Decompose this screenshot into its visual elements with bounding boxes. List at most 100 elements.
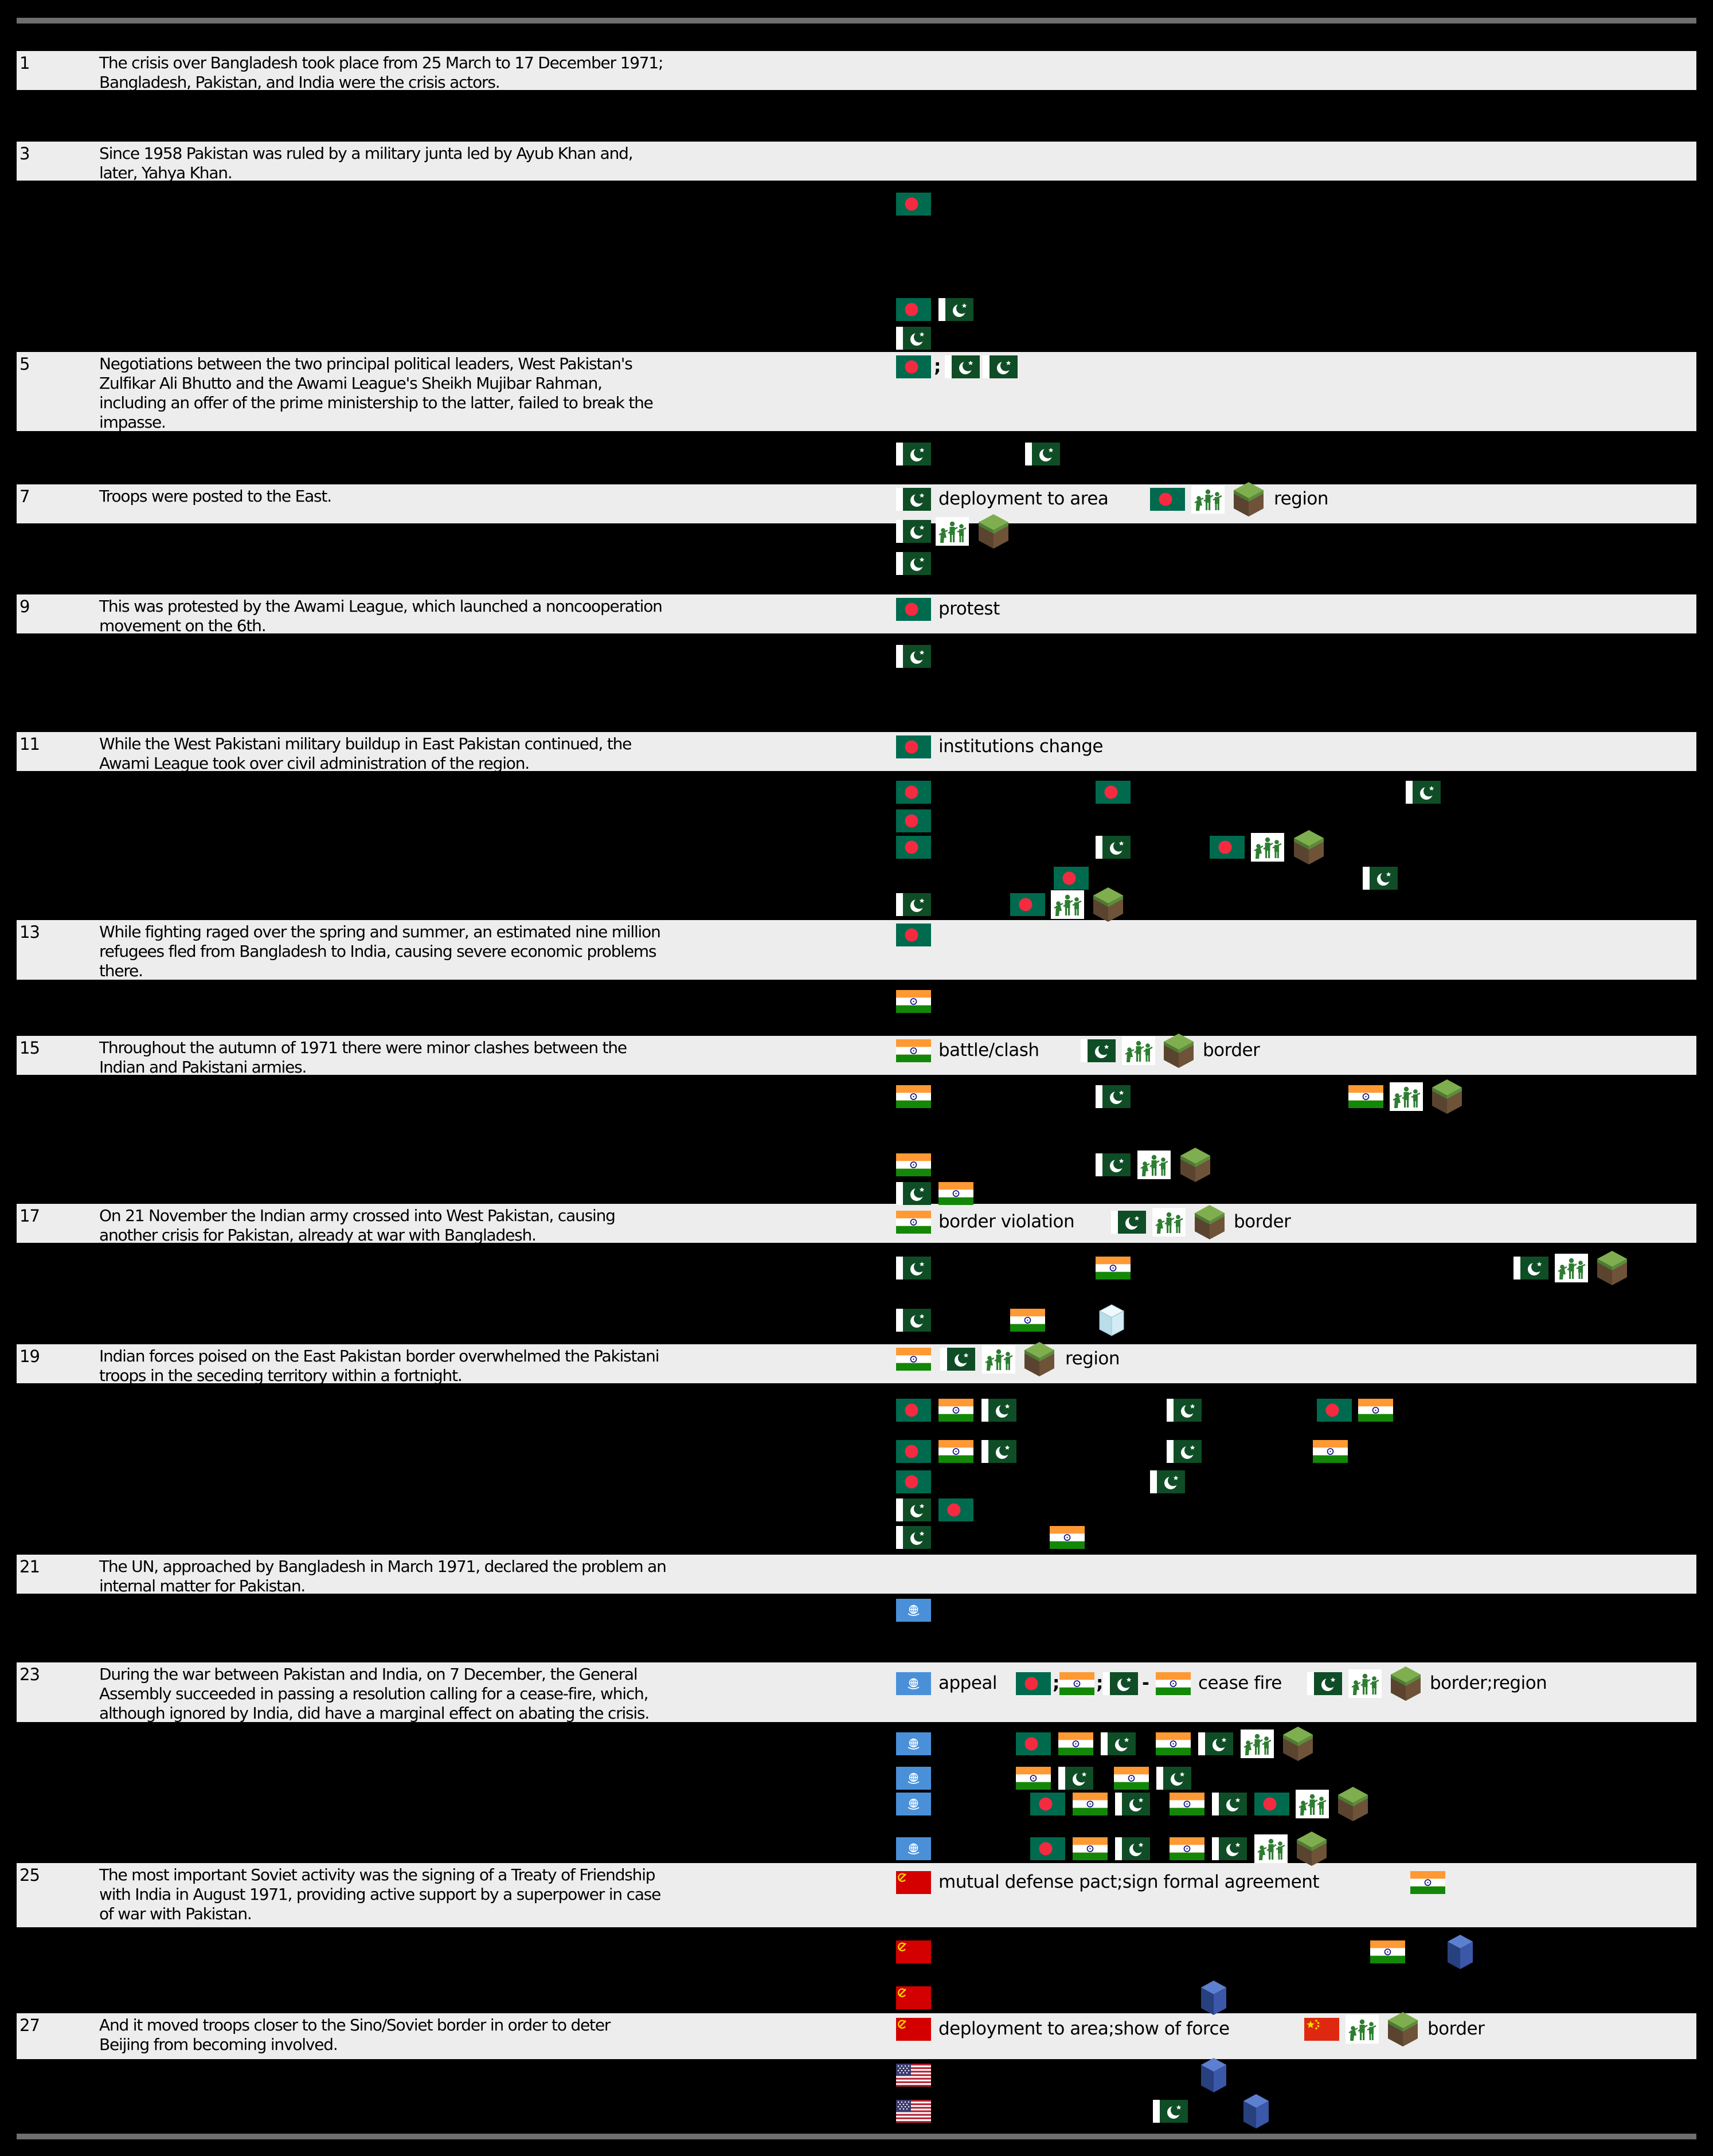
flag-india-icon[interactable] — [1010, 1309, 1045, 1332]
flag-pakistan-icon[interactable] — [1363, 867, 1398, 890]
terrain-block-icon[interactable] — [1179, 1147, 1211, 1183]
sentence-row-11[interactable]: 11 While the West Pakistani military buil… — [17, 732, 1696, 773]
terrain-block-icon[interactable] — [1233, 482, 1265, 517]
flag-india-icon[interactable] — [1114, 1767, 1149, 1790]
flag-india-icon[interactable] — [1016, 1767, 1051, 1790]
flag-pakistan-icon[interactable] — [1111, 1211, 1146, 1234]
flag-pakistan-icon[interactable] — [945, 355, 980, 378]
ice-block-icon[interactable] — [1098, 1304, 1125, 1336]
flag-pakistan-icon[interactable] — [896, 327, 931, 350]
flag-bangladesh-icon[interactable] — [896, 809, 931, 832]
sentence-row-1[interactable]: 1 The crisis over Bangladesh took place f… — [17, 51, 1696, 92]
flag-pakistan-icon[interactable] — [940, 1348, 975, 1371]
flag-pakistan-icon[interactable] — [1153, 2100, 1188, 2123]
flag-india-icon[interactable] — [1073, 1793, 1108, 1815]
flag-india-icon[interactable] — [1370, 1940, 1405, 1963]
flag-india-icon[interactable] — [1096, 1257, 1131, 1279]
flag-india-icon[interactable] — [938, 1440, 973, 1463]
terrain-block-icon[interactable] — [1387, 2012, 1419, 2047]
soldiers-icon[interactable] — [936, 517, 969, 546]
sentence-row-13[interactable]: 13 While fighting raged over the spring a… — [17, 920, 1696, 980]
soldiers-icon[interactable] — [1241, 1730, 1274, 1758]
flag-pakistan-icon[interactable] — [1212, 1837, 1247, 1860]
flag-un-icon[interactable] — [896, 1599, 931, 1622]
flag-ussr-icon[interactable] — [896, 2018, 931, 2041]
flag-bangladesh-icon[interactable] — [1010, 893, 1045, 916]
terrain-block-icon[interactable] — [1337, 1786, 1369, 1822]
flag-india-icon[interactable] — [1156, 1732, 1191, 1755]
flag-pakistan-icon[interactable] — [896, 552, 931, 575]
flag-pakistan-icon[interactable] — [1096, 836, 1131, 859]
sentence-row-19[interactable]: 19 Indian forces poised on the East Pakis… — [17, 1344, 1696, 1385]
flag-bangladesh-icon[interactable] — [896, 193, 931, 216]
blue-block-icon[interactable] — [1200, 1980, 1227, 2016]
flag-india-icon[interactable] — [1050, 1526, 1085, 1549]
flag-pakistan-icon[interactable] — [983, 355, 1018, 378]
flag-india-icon[interactable] — [896, 1153, 931, 1176]
flag-pakistan-icon[interactable] — [1058, 1767, 1093, 1790]
flag-india-icon[interactable] — [896, 990, 931, 1013]
flag-bangladesh-icon[interactable] — [896, 781, 931, 804]
flag-pakistan-icon[interactable] — [1307, 1672, 1342, 1695]
flag-pakistan-icon[interactable] — [896, 645, 931, 668]
flag-bangladesh-icon[interactable] — [1150, 488, 1185, 511]
flag-pakistan-icon[interactable] — [981, 1440, 1016, 1463]
terrain-block-icon[interactable] — [1023, 1341, 1055, 1377]
sentence-row-3[interactable]: 3 Since 1958 Pakistan was ruled by a mili… — [17, 142, 1696, 182]
flag-bangladesh-icon[interactable] — [1016, 1732, 1051, 1755]
flag-pakistan-icon[interactable] — [1156, 1767, 1191, 1790]
terrain-block-icon[interactable] — [1282, 1726, 1314, 1762]
flag-india-icon[interactable] — [1410, 1871, 1445, 1894]
flag-bangladesh-icon[interactable] — [896, 1399, 931, 1422]
flag-bangladesh-icon[interactable] — [938, 1498, 973, 1521]
flag-ussr-icon[interactable] — [896, 1871, 931, 1894]
flag-ussr-icon[interactable] — [896, 1940, 931, 1963]
blue-block-icon[interactable] — [1200, 2057, 1227, 2093]
soldiers-icon[interactable] — [1296, 1790, 1329, 1818]
flag-bangladesh-icon[interactable] — [896, 924, 931, 946]
flag-pakistan-icon[interactable] — [896, 1498, 931, 1521]
flag-bangladesh-icon[interactable] — [896, 836, 931, 859]
flag-un-icon[interactable] — [896, 1672, 931, 1695]
flag-pakistan-icon[interactable] — [1212, 1793, 1247, 1815]
soldiers-icon[interactable] — [1348, 1669, 1382, 1698]
flag-usa-icon[interactable] — [896, 2100, 931, 2123]
flag-india-icon[interactable] — [1058, 1732, 1093, 1755]
flag-india-icon[interactable] — [1348, 1085, 1383, 1108]
flag-bangladesh-icon[interactable] — [896, 1470, 931, 1493]
flag-india-icon[interactable] — [938, 1399, 973, 1422]
flag-bangladesh-icon[interactable] — [896, 298, 931, 321]
sentence-row-15[interactable]: 15 Throughout the autumn of 1971 there we… — [17, 1036, 1696, 1077]
flag-india-icon[interactable] — [1358, 1399, 1393, 1422]
flag-pakistan-icon[interactable] — [896, 1309, 931, 1332]
flag-bangladesh-icon[interactable] — [1016, 1672, 1051, 1695]
flag-pakistan-icon[interactable] — [1150, 1470, 1185, 1493]
flag-pakistan-icon[interactable] — [1198, 1732, 1233, 1755]
soldiers-icon[interactable] — [1137, 1151, 1171, 1179]
flag-pakistan-icon[interactable] — [1513, 1257, 1548, 1279]
flag-india-icon[interactable] — [896, 1348, 931, 1371]
flag-pakistan-icon[interactable] — [896, 1182, 931, 1205]
flag-bangladesh-icon[interactable] — [896, 598, 931, 621]
flag-india-icon[interactable] — [896, 1039, 931, 1062]
flag-india-icon[interactable] — [1313, 1440, 1348, 1463]
flag-pakistan-icon[interactable] — [938, 298, 973, 321]
flag-un-icon[interactable] — [896, 1793, 931, 1815]
flag-bangladesh-icon[interactable] — [896, 1440, 931, 1463]
flag-bangladesh-icon[interactable] — [1030, 1837, 1065, 1860]
flag-pakistan-icon[interactable] — [1115, 1837, 1150, 1860]
flag-pakistan-icon[interactable] — [1406, 781, 1441, 804]
flag-bangladesh-icon[interactable] — [1210, 836, 1245, 859]
blue-block-icon[interactable] — [1447, 1934, 1473, 1970]
flag-pakistan-icon[interactable] — [896, 893, 931, 916]
flag-bangladesh-icon[interactable] — [1254, 1793, 1289, 1815]
flag-bangladesh-icon[interactable] — [1054, 867, 1089, 890]
sentence-row-17[interactable]: 17 On 21 November the Indian army crossed… — [17, 1204, 1696, 1245]
soldiers-icon[interactable] — [1254, 1834, 1288, 1863]
terrain-block-icon[interactable] — [1296, 1831, 1328, 1867]
terrain-block-icon[interactable] — [1194, 1204, 1226, 1240]
flag-pakistan-icon[interactable] — [981, 1399, 1016, 1422]
soldiers-icon[interactable] — [1191, 485, 1225, 514]
soldiers-icon[interactable] — [982, 1345, 1015, 1374]
sentence-row-21[interactable]: 21 The UN, approached by Bangladesh in Ma… — [17, 1555, 1696, 1595]
